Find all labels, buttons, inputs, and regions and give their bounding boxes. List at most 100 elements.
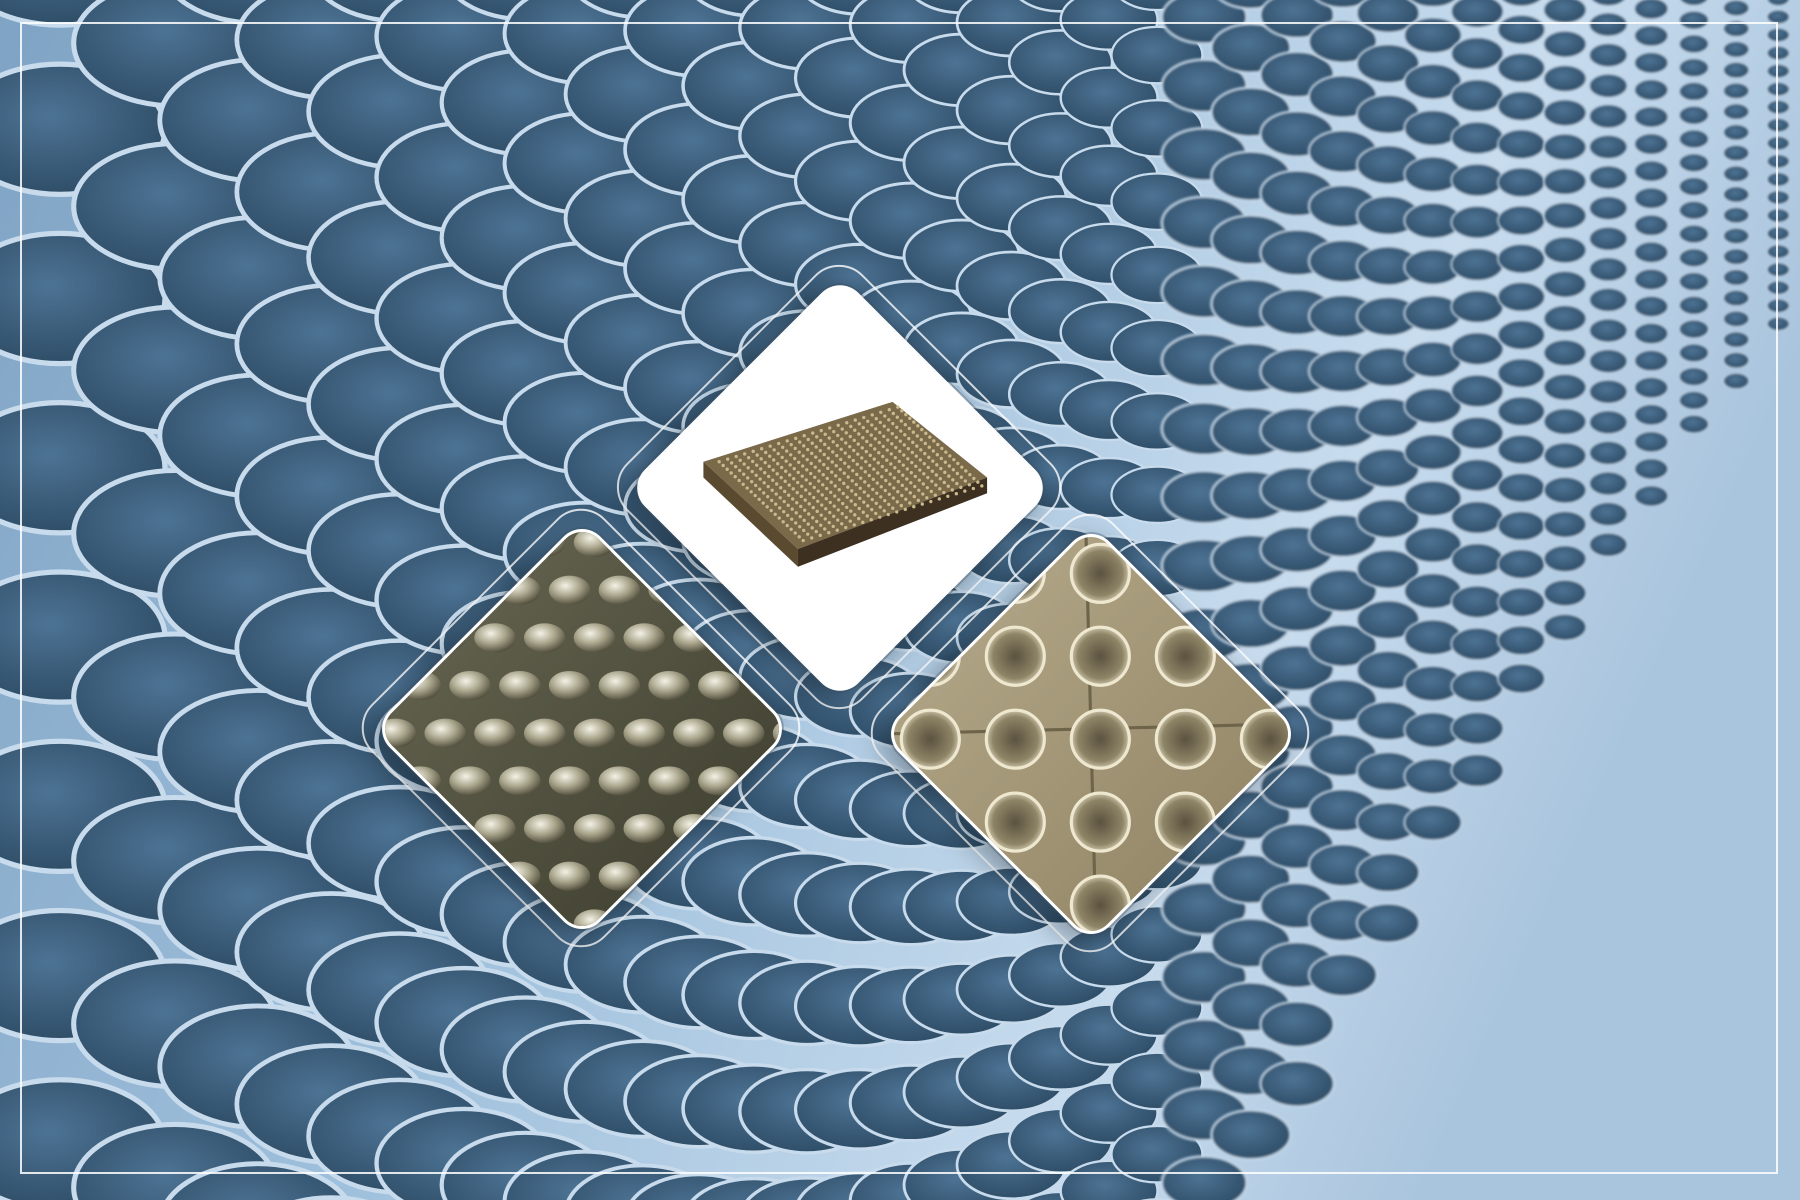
fixture-pin xyxy=(794,521,798,525)
fixture-pin xyxy=(870,507,874,512)
fixture-pin xyxy=(903,423,907,427)
fixture-pin xyxy=(865,429,869,434)
sheet-hole xyxy=(1633,0,1669,20)
fixture-pin xyxy=(879,485,883,489)
fixture-pin xyxy=(815,435,819,439)
pin xyxy=(598,670,641,700)
fixture-pin xyxy=(896,479,900,484)
fixture-pin xyxy=(922,462,926,466)
sheet-hole xyxy=(1633,24,1669,47)
fixture-pin xyxy=(881,454,885,459)
fixture-pin xyxy=(877,440,881,445)
fixture-pin xyxy=(912,494,916,499)
fixture-pin xyxy=(827,520,831,525)
fixture-pin xyxy=(785,439,789,443)
fixture-pin xyxy=(745,486,749,490)
fixture-pin xyxy=(840,427,844,431)
sheet-hole xyxy=(1588,318,1628,343)
fixture-pin xyxy=(742,452,747,456)
fixture-pin xyxy=(788,463,792,467)
fixture-pin xyxy=(797,450,801,454)
sheet-hole xyxy=(1355,902,1421,944)
fixture-pin xyxy=(847,455,851,459)
sheet-hole xyxy=(1543,373,1587,401)
fixture-pin xyxy=(933,493,938,497)
fixture-pin xyxy=(813,465,817,469)
sheet-hole xyxy=(1588,257,1628,282)
sheet-hole xyxy=(1497,396,1546,427)
fixture-pin xyxy=(814,529,818,534)
sheet-hole xyxy=(1543,339,1587,367)
fixture-pin xyxy=(910,460,914,465)
sheet-hole xyxy=(1722,82,1750,100)
sheet-hole xyxy=(1497,625,1546,656)
fixture-pin xyxy=(830,460,834,464)
fixture-pin xyxy=(956,461,960,466)
fixture-pin xyxy=(819,523,823,527)
fixture-pin xyxy=(865,439,869,444)
fixture-pin xyxy=(729,461,734,465)
fixture-pin xyxy=(877,451,881,455)
fixture-pin xyxy=(907,436,911,441)
fixture-pin xyxy=(788,473,792,477)
fixture-pin xyxy=(936,442,940,447)
sheet-hole xyxy=(1355,43,1421,84)
sheet-hole xyxy=(1543,304,1587,333)
fixture-pin xyxy=(873,437,877,441)
sheet-hole xyxy=(1450,0,1505,29)
sheet-hole xyxy=(1722,103,1750,121)
fixture-pin xyxy=(942,480,947,485)
pin xyxy=(449,670,491,700)
fixture-pin xyxy=(871,487,875,492)
sheet-hole xyxy=(1722,144,1750,162)
sheet-hole xyxy=(1678,129,1710,149)
fixture-pin xyxy=(805,457,809,462)
fixture-pin xyxy=(764,450,768,455)
sheet-hole xyxy=(1355,599,1421,640)
fixture-pin xyxy=(734,454,738,459)
fixture-pin xyxy=(769,508,773,513)
fixture-pin xyxy=(827,531,831,535)
fixture-pin xyxy=(878,505,882,509)
fixture-pin xyxy=(959,485,963,490)
fixture-pin xyxy=(862,500,866,504)
sheet-hole xyxy=(1633,349,1669,372)
sheet-hole xyxy=(1543,0,1587,24)
fixture-pin xyxy=(840,437,844,441)
fixture-pin xyxy=(787,483,791,487)
fixture-pin xyxy=(793,531,797,535)
sheet-hole xyxy=(1497,357,1546,389)
fixture-pin xyxy=(913,484,917,489)
sheet-hole xyxy=(1543,476,1587,504)
fixture-pin xyxy=(889,452,893,456)
sheet-hole xyxy=(1678,248,1710,268)
fixture-pin xyxy=(935,463,939,467)
fixture-pin xyxy=(831,440,835,444)
fixture-pin xyxy=(815,509,819,514)
fixture-pin xyxy=(805,468,809,472)
fixture-pin xyxy=(922,472,926,476)
pin xyxy=(499,766,541,796)
sheet-hole xyxy=(1766,208,1790,223)
fixture-pin xyxy=(895,510,899,514)
fixture-pin xyxy=(903,507,907,511)
fixture-pin xyxy=(921,482,925,486)
fixture-pin xyxy=(882,509,886,513)
fixture-pin xyxy=(768,444,772,448)
sheet-hole xyxy=(1355,548,1421,590)
sheet-hole xyxy=(1450,458,1505,493)
fixture-pin xyxy=(872,467,876,471)
fixture-pin xyxy=(793,446,797,451)
sheet-hole xyxy=(1633,403,1669,426)
sheet-hole xyxy=(1403,63,1463,101)
sheet-hole xyxy=(1450,627,1505,661)
fixture-pin xyxy=(817,469,821,473)
fixture-pin xyxy=(929,499,933,504)
fixture-pin xyxy=(878,420,882,425)
fixture-pin xyxy=(900,483,904,488)
fixture-pin xyxy=(775,482,779,486)
fixture-pin xyxy=(920,502,924,506)
sheet-hole xyxy=(1543,30,1587,58)
fixture-pin xyxy=(789,453,793,457)
fixture-pin xyxy=(795,501,799,505)
